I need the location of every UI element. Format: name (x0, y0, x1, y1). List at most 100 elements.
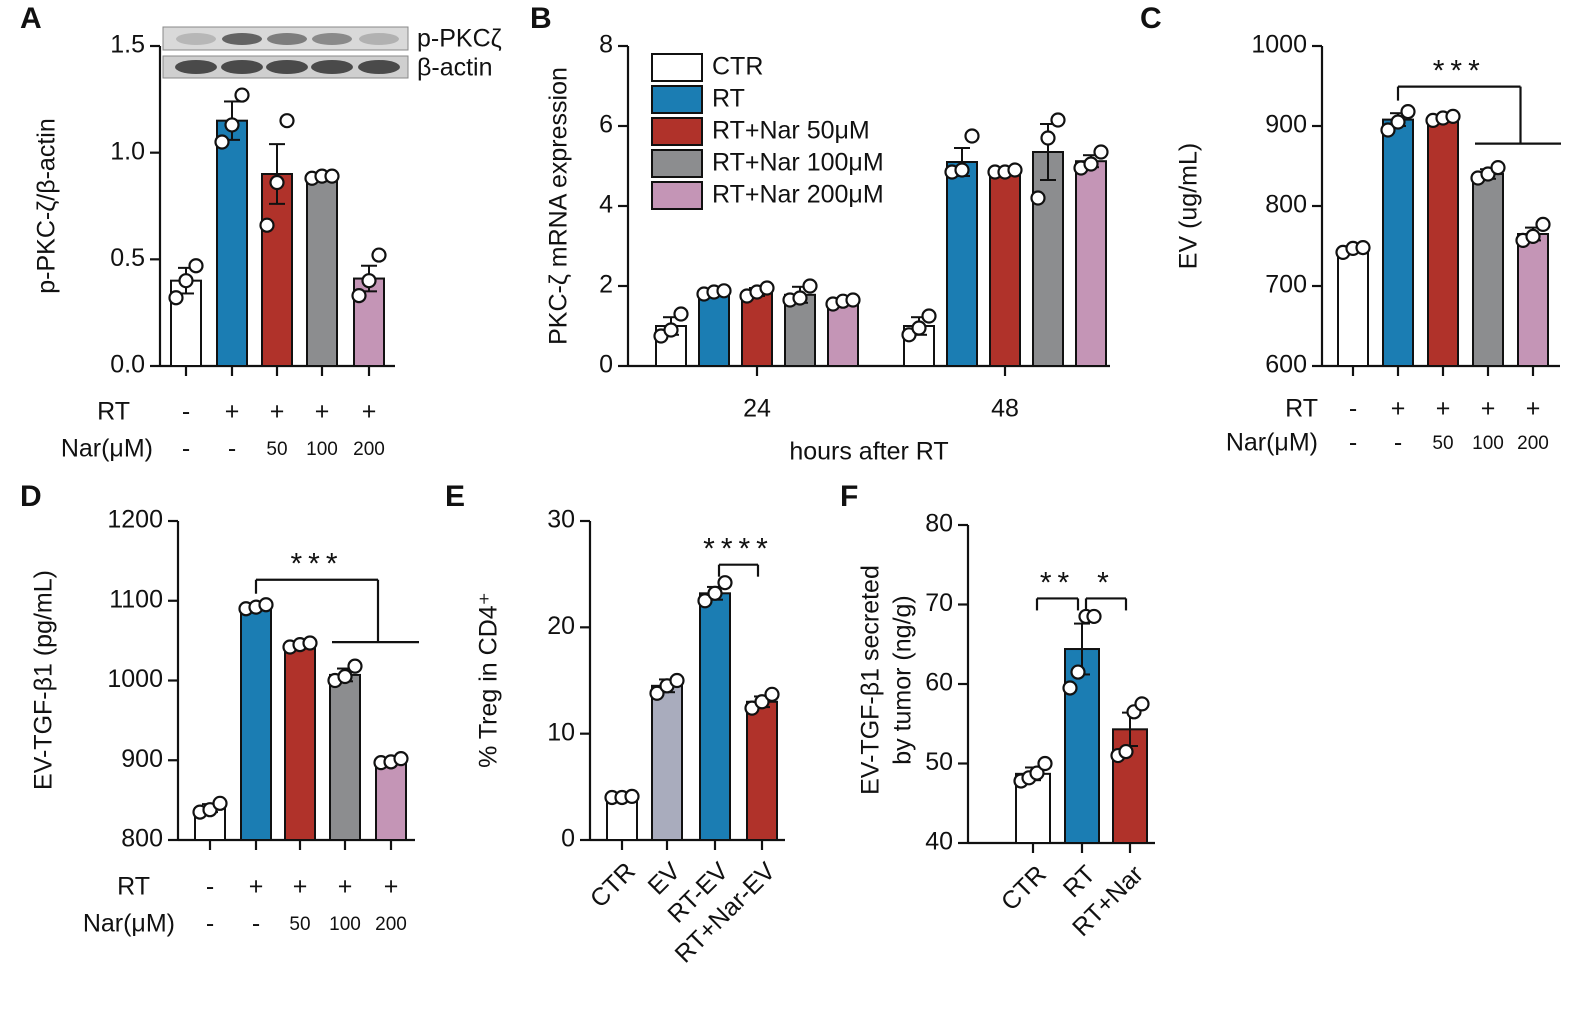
row-value: - (1349, 395, 1357, 423)
bar (375, 759, 407, 841)
legend-label: RT+Nar 50μM (712, 117, 870, 145)
y-tick-label: 900 (121, 745, 163, 773)
row-value: - (182, 435, 190, 463)
bar (329, 673, 361, 841)
bar (746, 700, 778, 841)
row-value: 50 (266, 439, 287, 460)
data-point (1525, 228, 1541, 244)
bar (261, 173, 293, 367)
panel-label: D (20, 480, 42, 513)
blot-spot (176, 33, 216, 45)
data-point (234, 87, 250, 103)
data-point (754, 694, 770, 710)
row-value: - (182, 398, 190, 426)
data-point (337, 668, 353, 685)
row-name: Nar(μM) (1226, 429, 1318, 457)
panel-label: A (20, 2, 42, 35)
y-tick-label: 800 (121, 825, 163, 853)
row-value: - (206, 873, 214, 901)
row-value: 200 (375, 914, 407, 935)
panel-label: E (445, 480, 465, 513)
row-value: 200 (353, 439, 385, 460)
x-axis-label: hours after RT (789, 438, 948, 466)
y-tick-label: 600 (1265, 351, 1307, 379)
y-tick-label: 1.5 (110, 31, 145, 59)
y-axis-label: EV-TGF-β1 (pg/mL) (30, 570, 58, 790)
data-point (921, 308, 937, 324)
data-point (361, 273, 377, 289)
row-value: - (1349, 429, 1357, 457)
x-tick-label: 48 (991, 395, 1019, 423)
y-axis-label: EV (ug/mL) (1175, 143, 1203, 269)
data-point (178, 273, 194, 289)
legend-swatch (651, 85, 703, 114)
bar (284, 643, 316, 841)
data-point (269, 174, 285, 191)
y-tick-label: 1100 (109, 585, 163, 613)
y-axis-label: EV-TGF-β1 secreted (857, 565, 885, 795)
bar (1517, 233, 1549, 367)
bar (216, 119, 248, 367)
data-point (954, 162, 970, 178)
row-name: Nar(μM) (61, 435, 153, 463)
bar (1427, 117, 1459, 367)
data-point (669, 672, 685, 689)
y-tick-label: 20 (547, 612, 575, 640)
y-tick-label: 1000 (107, 665, 163, 693)
data-point (1445, 108, 1461, 125)
y-axis-label: % Treg in CD4⁺ (475, 592, 503, 768)
row-value: - (1394, 429, 1402, 457)
row-name: RT (97, 398, 130, 426)
data-point (649, 685, 665, 701)
data-point (224, 117, 240, 133)
y-tick-label: 700 (1265, 271, 1307, 299)
y-tick-label: 4 (599, 191, 613, 219)
blot-spot (267, 33, 307, 45)
data-point (802, 278, 818, 294)
blot-spot (175, 60, 217, 74)
blot-spot (222, 33, 262, 45)
bar (651, 684, 683, 841)
row-value: 100 (1472, 433, 1504, 454)
legend-swatch (651, 117, 703, 146)
row-value: + (384, 873, 399, 901)
bar (989, 169, 1021, 367)
y-tick-label: 2 (599, 271, 613, 299)
row-value: + (249, 873, 264, 901)
row-value: + (1391, 395, 1406, 423)
data-point (1083, 156, 1099, 172)
panel-label: C (1140, 2, 1162, 35)
legend-label: RT+Nar 100μM (712, 149, 884, 177)
x-tick-label: 24 (743, 395, 771, 423)
blot-spot (311, 60, 353, 74)
bar (1382, 118, 1414, 367)
data-point (717, 575, 733, 591)
data-point (964, 128, 980, 144)
y-tick-label: 800 (1265, 191, 1307, 219)
bar (741, 291, 773, 367)
y-tick-label: 70 (925, 589, 953, 617)
data-point (1390, 114, 1406, 130)
x-tick-label: CTR (585, 857, 641, 913)
row-value: 100 (329, 914, 361, 935)
y-axis-label: PKC-ζ mRNA expression (545, 67, 573, 345)
data-point (707, 585, 723, 601)
data-point (1535, 216, 1551, 232)
y-tick-label: 10 (547, 718, 575, 746)
row-value: 50 (289, 914, 310, 935)
legend-swatch (651, 53, 703, 82)
bar (1032, 151, 1064, 367)
data-point (259, 217, 275, 233)
y-tick-label: 900 (1265, 111, 1307, 139)
row-value: + (270, 398, 285, 426)
significance-label: *** (290, 548, 343, 581)
row-name: RT (117, 873, 150, 901)
row-value: + (315, 398, 330, 426)
blot-spot (359, 33, 399, 45)
data-point (845, 292, 861, 308)
data-point (1400, 103, 1416, 120)
legend-label: RT (712, 85, 745, 113)
data-point (1380, 122, 1396, 138)
bar (946, 161, 978, 367)
data-point (371, 247, 387, 263)
